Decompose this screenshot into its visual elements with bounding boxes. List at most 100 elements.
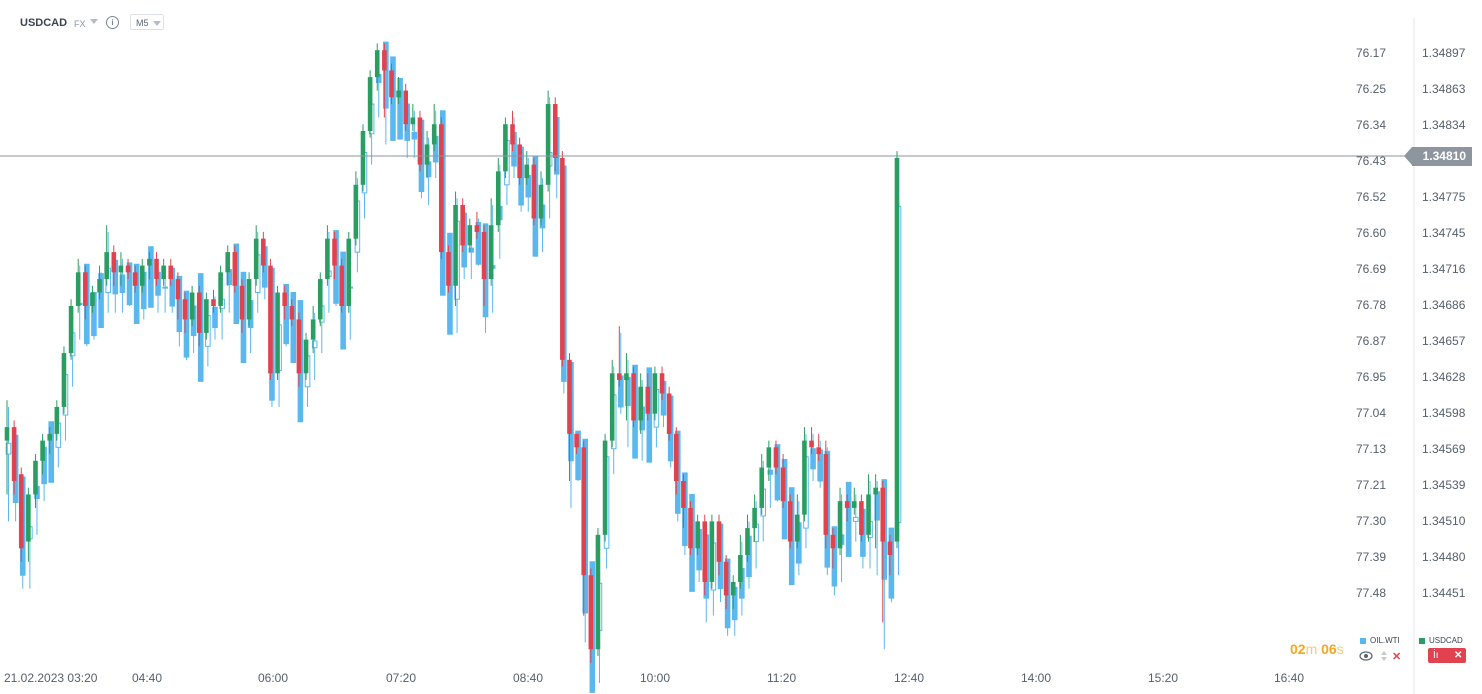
candle-body [787, 501, 793, 542]
candle-body [431, 124, 437, 145]
candle-body [510, 124, 515, 145]
candle-body [866, 494, 871, 535]
oil-price-tick-label: 77.21 [1356, 478, 1386, 492]
candle-body [382, 50, 387, 71]
candle-body [802, 440, 807, 515]
remove-overlay-button[interactable]: ✕ [1392, 651, 1402, 663]
candle-body [467, 225, 473, 246]
candle-body [481, 231, 487, 280]
candle-body [182, 299, 188, 320]
candle-body [745, 528, 750, 556]
info-icon[interactable]: i [106, 16, 119, 29]
candle-body [275, 292, 280, 374]
candle-body [887, 541, 893, 556]
candle-body [659, 373, 665, 394]
oil-price-tick-label: 77.48 [1356, 586, 1386, 600]
price-tick-label: 1.34539 [1422, 478, 1466, 492]
candle-body [360, 130, 366, 185]
time-tick-label: 21.02.2023 03:20 [4, 671, 98, 685]
sort-icon[interactable] [1380, 650, 1388, 662]
candle-body [446, 252, 451, 286]
overlay-candle [283, 283, 289, 345]
overlay-candle [98, 273, 104, 329]
overlay-candle [176, 275, 183, 333]
candle-body [61, 353, 67, 407]
candle-body [253, 238, 259, 280]
time-tick-label: 14:00 [1021, 671, 1051, 685]
chevron-down-icon[interactable] [90, 19, 98, 24]
legend-item-usdcad[interactable]: USDCAD [1419, 636, 1463, 645]
overlay-candle [575, 430, 581, 481]
candle-body [175, 279, 181, 300]
legend-item-oil[interactable]: OIL.WTI [1360, 636, 1400, 645]
candle-body [417, 117, 423, 165]
candle-body [837, 501, 843, 549]
time-tick-label: 12:40 [894, 671, 924, 685]
price-tick-label: 1.34451 [1422, 586, 1466, 600]
countdown-seconds: 06 [1321, 641, 1337, 657]
candle-body [125, 265, 131, 273]
candle-body [880, 487, 886, 542]
countdown-sec-unit: s [1336, 641, 1344, 657]
candle-body [709, 521, 715, 582]
overlay-candle [5, 442, 12, 455]
oil-price-tick-label: 76.34 [1356, 118, 1386, 132]
chart-toolbar: USDCAD FX i M5 [0, 0, 1482, 44]
candle-body [11, 427, 17, 481]
timeframe-select[interactable]: M5 [130, 14, 164, 30]
legend-label: USDCAD [1429, 636, 1463, 645]
overlay-candle [119, 274, 126, 294]
overlay-candle [468, 247, 475, 253]
price-tick-label: 1.34628 [1422, 370, 1466, 384]
price-tick-label: 1.34598 [1422, 406, 1466, 420]
candle-body [90, 292, 95, 306]
candle-body [631, 373, 636, 421]
current-price-badge: 1.34810 [1404, 147, 1472, 166]
oil-price-tick-label: 76.60 [1356, 226, 1386, 240]
market-label: FX [74, 19, 86, 29]
overlay-candle [290, 292, 297, 364]
candle-body [602, 440, 608, 535]
remove-series-button[interactable]: ✕ [1454, 650, 1463, 661]
candle-body [567, 359, 572, 434]
price-tick-label: 1.34745 [1422, 226, 1466, 240]
eye-icon[interactable] [1359, 651, 1373, 661]
candle-body [54, 406, 60, 434]
candle-body [609, 373, 615, 441]
symbol-label[interactable]: USDCAD [20, 17, 68, 29]
candle-body [68, 305, 74, 354]
oil-price-tick-label: 76.43 [1356, 154, 1386, 168]
candle-body [531, 164, 537, 219]
candle-body [702, 521, 708, 582]
candle-body [424, 144, 430, 165]
candle-body [83, 272, 88, 306]
overlay-candle [831, 526, 838, 587]
candle-countdown: 02m 06s [1290, 641, 1344, 657]
candle-body [560, 157, 565, 360]
overlay-candle [333, 230, 339, 304]
candle-body [474, 225, 480, 232]
time-tick-label: 15:20 [1148, 671, 1178, 685]
candle-body [716, 521, 722, 562]
oil-overlay-series [5, 41, 902, 693]
candle-body [232, 252, 238, 286]
candle-body [104, 252, 109, 280]
time-axis: 21.02.2023 03:20 04:40 06:00 07:20 08:40 10:0… [4, 671, 1304, 685]
candle-body [581, 447, 587, 576]
candle-body [759, 467, 765, 508]
candle-body [524, 164, 530, 179]
candle-body [844, 501, 850, 508]
settings-icon[interactable]: İı [1433, 650, 1439, 661]
candle-body [645, 386, 651, 414]
overlay-candle [48, 421, 55, 483]
candle-body [780, 467, 786, 502]
candle-body [538, 184, 544, 219]
overlay-candle [852, 516, 859, 522]
price-tick-label: 1.34863 [1422, 82, 1466, 96]
time-tick-label: 16:40 [1274, 671, 1304, 685]
candle-body [168, 265, 174, 280]
candle-body [552, 104, 558, 158]
oil-price-tick-label: 76.87 [1356, 334, 1386, 348]
candle-body [310, 319, 316, 340]
